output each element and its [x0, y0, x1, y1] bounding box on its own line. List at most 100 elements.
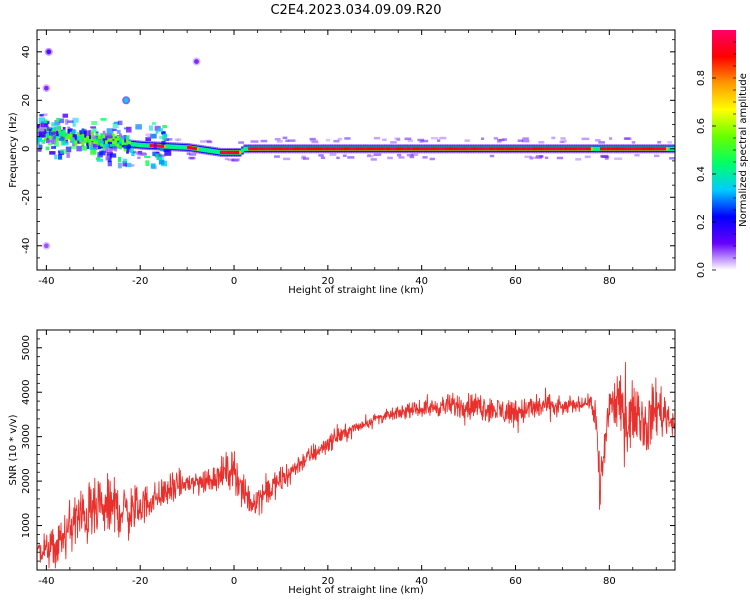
y-tick-label: -20: [21, 189, 32, 205]
spectrogram-halo-cell: [496, 140, 502, 144]
spectrogram-noise-cell: [45, 146, 50, 151]
spectrogram-peak-cell: [353, 147, 357, 151]
spectrogram-peak-cell: [557, 147, 561, 151]
spectrogram-noise-cell: [91, 127, 97, 133]
spectrogram-noise-cell: [122, 161, 127, 167]
spectrogram-peak-cell: [618, 147, 622, 151]
spectrogram-y-axis: -40 -20 0 20 40: [21, 39, 675, 271]
spectrogram-cell: [102, 138, 106, 147]
spectrogram-halo-cell: [551, 136, 556, 140]
spectrogram-halo-cell: [329, 153, 337, 156]
spectrogram-cell: [215, 150, 219, 154]
spectrogram-peak-cell: [224, 150, 228, 155]
spectrogram-peak-cell: [283, 147, 287, 151]
spectrogram-peak-cell: [161, 144, 165, 148]
spectrogram-peak-cell: [400, 147, 404, 151]
spectrogram-noise-cell: [105, 158, 110, 161]
spectrogram-cell: [76, 132, 80, 137]
spectrogram-noise-cell: [89, 144, 94, 150]
spectrogram-cell: [81, 141, 85, 145]
spectrogram-peak-cell: [248, 147, 251, 151]
spectrogram-cell: [198, 147, 202, 151]
spectrogram-noise-cell: [150, 133, 157, 139]
spectrogram-peak-cell: [663, 147, 667, 151]
spectrogram-noise-cell: [164, 149, 172, 156]
x-tick-label: -40: [38, 576, 54, 587]
spectrogram-noise-cell: [95, 157, 101, 161]
spectrogram-halo-cell: [396, 153, 402, 157]
spectrogram-peak-cell: [463, 147, 467, 151]
spectrogram-peak-cell: [424, 147, 427, 151]
spectrogram-halo-cell: [276, 140, 283, 143]
spectrogram-peak-cell: [520, 147, 523, 151]
spectrogram-noise-cell: [123, 144, 131, 149]
spectrogram-noise-cell: [93, 136, 99, 142]
spectrogram-peak-cell: [477, 147, 481, 151]
spectrogram-cell: [116, 135, 120, 141]
spectrogram-noise-cell: [42, 113, 48, 117]
spectrogram-noise-cell: [135, 124, 142, 130]
spectrogram-peak-cell: [348, 147, 352, 151]
spectrogram-noise-cell: [89, 147, 97, 151]
spectrogram-noise-cell: [91, 135, 96, 140]
spectrogram-peak-cell: [409, 147, 413, 151]
spectrogram-halo-cell: [141, 152, 146, 155]
spectrogram-noise-cell: [161, 131, 166, 135]
spectrogram-cell: [182, 145, 186, 149]
spectrogram-peak-cell: [229, 150, 233, 155]
spectrogram-halo-cell: [311, 140, 319, 144]
spectrogram-blob-core: [43, 85, 49, 91]
spectrogram-noise-cell: [160, 148, 165, 152]
spectrogram-peak-cell: [332, 147, 336, 151]
spectrogram-peak-cell: [658, 147, 662, 151]
spectrogram-peak-cell: [599, 147, 603, 151]
spectrogram-noise-cell: [131, 151, 135, 157]
spectrogram-cell: [175, 145, 179, 149]
spectrogram-halo-cell: [206, 140, 213, 144]
spectrogram-halo-cell: [535, 155, 544, 158]
spectrogram-peak-cell: [189, 146, 193, 150]
spectrogram-peak-cell: [548, 147, 552, 151]
spectrogram-peak-cell: [538, 147, 542, 151]
spectrogram-peak-cell: [536, 147, 540, 151]
spectrogram-cell: [170, 145, 174, 149]
spectrogram-halo-cell: [342, 154, 347, 157]
spectrogram-noise-cell: [65, 146, 72, 153]
spectrogram-halo-cell: [174, 138, 180, 142]
spectrogram-cell: [46, 132, 50, 138]
spectrogram-noise-cell: [37, 140, 40, 145]
y-tick-label: 1000: [21, 513, 32, 538]
spectrogram-noise-cell: [137, 156, 141, 159]
x-tick-label: 20: [321, 276, 334, 287]
spectrogram-peak-cell: [269, 147, 272, 151]
spectrogram-peak-cell: [341, 147, 345, 151]
spectrogram-peak-cell: [646, 147, 650, 151]
spectrogram-noise-cell: [150, 163, 156, 169]
spectrogram-halo-cell: [320, 156, 326, 160]
spectrogram-peak-cell: [339, 147, 343, 151]
spectrogram-cell: [126, 138, 129, 144]
spectrogram-peak-cell: [623, 147, 627, 151]
spectrogram-peak-cell: [252, 147, 256, 151]
spectrogram-peak-cell: [642, 147, 645, 151]
y-tick-label: 20: [21, 94, 32, 107]
spectrogram-cell: [109, 138, 113, 142]
spectrogram-cell: [667, 147, 671, 151]
spectrogram-noise-cell: [99, 150, 106, 156]
spectrogram-halo-cell: [534, 156, 543, 159]
colorbar-tick-label: 0.2: [696, 214, 707, 230]
spectrogram-cell: [123, 147, 127, 152]
spectrogram-noise-cell: [122, 158, 128, 164]
spectrogram-cell: [112, 140, 115, 145]
spectrogram-noise-cell: [50, 131, 56, 136]
spectrogram-peak-cell: [588, 147, 591, 151]
spectrogram-peak-cell: [482, 147, 486, 151]
spectrogram-peak-cell: [360, 147, 364, 151]
spectrogram-noise-cell: [107, 160, 112, 167]
spectrogram-cell: [112, 133, 115, 140]
spectrogram-peak-cell: [426, 147, 430, 151]
spectrogram-noise-cell: [149, 125, 154, 131]
spectrogram-cell: [212, 149, 216, 153]
spectrogram-peak-cell: [428, 147, 432, 151]
spectrogram-peak-cell: [452, 147, 455, 151]
